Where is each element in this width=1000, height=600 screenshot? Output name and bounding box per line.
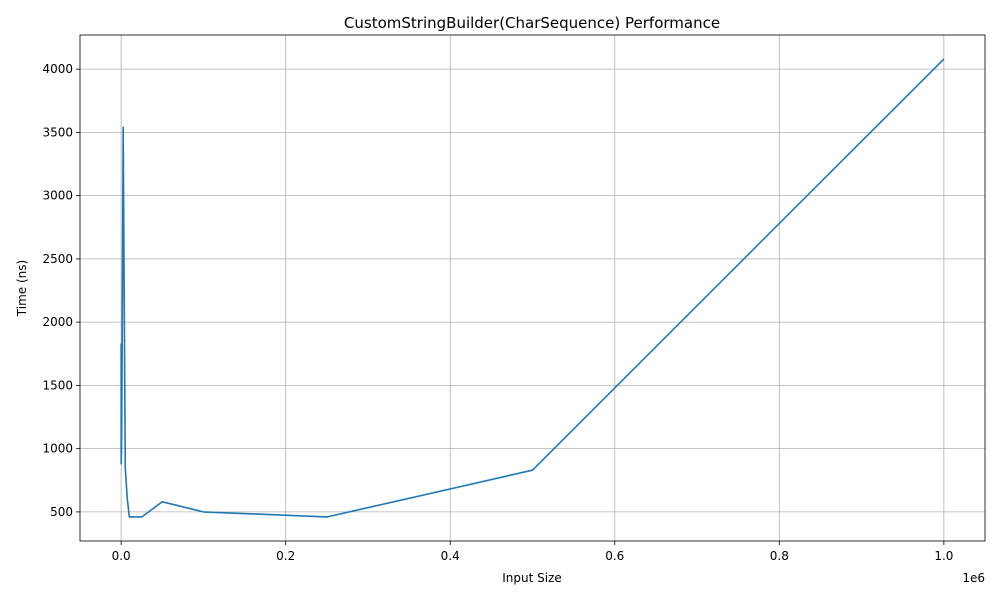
y-tick-label: 2000 [42,315,73,329]
x-axis-ticks: 0.0 0.2 0.4 0.6 0.8 1.0 [112,541,953,563]
chart-title: CustomStringBuilder(CharSequence) Perfor… [344,14,720,32]
y-tick-label: 3500 [42,125,73,139]
x-axis-offset-label: 1e6 [962,571,985,585]
x-tick-label: 0.6 [605,549,624,563]
series-line [120,58,945,518]
grid [80,35,985,541]
x-tick-label: 0.8 [770,549,789,563]
y-tick-label: 1500 [42,378,73,392]
series-layer [120,58,945,518]
y-axis-ticks: 500 1000 1500 2000 2500 3000 3500 4000 [42,62,80,519]
x-tick-label: 0.0 [112,549,131,563]
y-tick-label: 500 [50,505,73,519]
plot-frame [79,34,986,542]
x-axis-label: Input Size [502,571,562,585]
y-tick-label: 1000 [42,442,73,456]
y-tick-label: 4000 [42,62,73,76]
x-tick-label: 0.4 [441,549,460,563]
y-tick-label: 3000 [42,189,73,203]
x-tick-label: 1.0 [934,549,953,563]
y-tick-label: 2500 [42,252,73,266]
y-axis-label: Time (ns) [15,260,29,317]
x-tick-label: 0.2 [276,549,295,563]
